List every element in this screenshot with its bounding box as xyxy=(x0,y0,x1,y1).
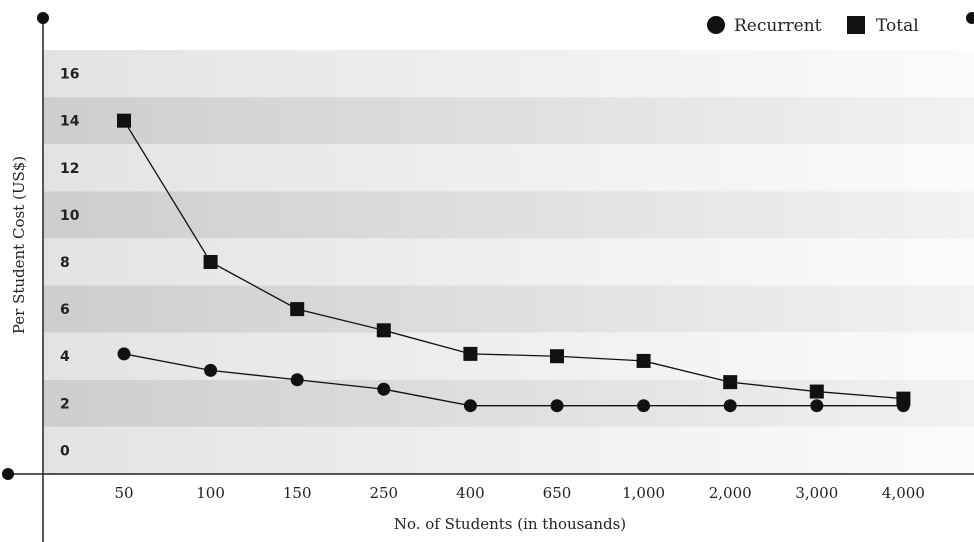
legend-marker xyxy=(707,16,725,34)
legend: Recurrent Total xyxy=(707,16,919,36)
series-line xyxy=(123,120,904,400)
y-tick-label: 8 xyxy=(60,255,70,271)
x-axis-title: No. of Students (in thousands) xyxy=(394,515,626,533)
y-axis-end-dot xyxy=(37,12,49,24)
x-tick-label: 150 xyxy=(283,484,312,502)
data-point xyxy=(203,255,218,269)
y-tick-label: 12 xyxy=(60,161,79,177)
y-tick-labels: 0 2 4 6 8 10 12 16 14 xyxy=(60,67,80,460)
data-point xyxy=(723,375,738,390)
data-point xyxy=(463,346,478,361)
data-point xyxy=(723,399,737,413)
corner-dot xyxy=(966,12,974,24)
y-axis-title: Per Student Cost (US$) xyxy=(10,156,28,334)
data-point xyxy=(550,399,564,413)
y-tick-label: 10 xyxy=(60,208,80,224)
data-point xyxy=(637,399,651,413)
background-band xyxy=(43,332,974,380)
data-point xyxy=(636,353,651,368)
x-tick-label: 400 xyxy=(456,484,485,502)
legend-item: Total xyxy=(847,16,919,36)
y-tick-label: 14 xyxy=(60,114,80,130)
x-tick-label: 100 xyxy=(196,484,225,502)
axes xyxy=(2,12,974,542)
x-axis-end-dot xyxy=(2,468,14,480)
y-tick-label: 4 xyxy=(60,349,70,365)
background-band xyxy=(43,97,974,145)
x-tick-label: 2,000 xyxy=(709,484,752,502)
series-total xyxy=(117,113,911,406)
data-point xyxy=(810,399,824,413)
y-tick-label: 2 xyxy=(60,396,70,412)
background-band xyxy=(43,379,974,427)
data-point xyxy=(290,302,305,317)
background-band xyxy=(43,426,974,474)
data-point xyxy=(290,373,304,387)
background-band xyxy=(43,285,974,333)
legend-label: Recurrent xyxy=(734,16,822,36)
background-band xyxy=(43,144,974,192)
series xyxy=(117,113,911,413)
data-point xyxy=(896,391,911,406)
background-band xyxy=(43,50,974,98)
y-tick-label: 16 xyxy=(60,67,79,83)
background-band xyxy=(43,191,974,239)
x-tick-label: 250 xyxy=(369,484,398,502)
y-tick-label: 0 xyxy=(60,443,70,459)
series-recurrent xyxy=(117,347,910,413)
y-tick-label: 6 xyxy=(60,302,70,318)
legend-label: Total xyxy=(876,16,919,36)
background-band xyxy=(43,238,974,286)
background-bands xyxy=(43,50,974,474)
data-point xyxy=(117,347,131,361)
x-tick-label: 650 xyxy=(543,484,572,502)
data-point xyxy=(377,382,391,396)
data-point xyxy=(809,384,824,399)
data-point xyxy=(376,323,391,338)
data-point xyxy=(117,113,131,128)
x-tick-label: 1,000 xyxy=(622,484,665,502)
x-tick-label: 4,000 xyxy=(882,484,925,502)
x-tick-label: 50 xyxy=(114,484,133,502)
legend-marker xyxy=(847,16,865,34)
x-tick-label: 3,000 xyxy=(795,484,838,502)
series-line xyxy=(123,353,904,407)
data-point xyxy=(204,363,218,377)
x-tick-labels: 50 100 150 250 400 650 1,000 2,000 3,000 4,000 xyxy=(114,484,924,502)
data-point xyxy=(550,349,564,364)
data-point xyxy=(463,399,477,413)
legend-item: Recurrent xyxy=(707,16,822,36)
